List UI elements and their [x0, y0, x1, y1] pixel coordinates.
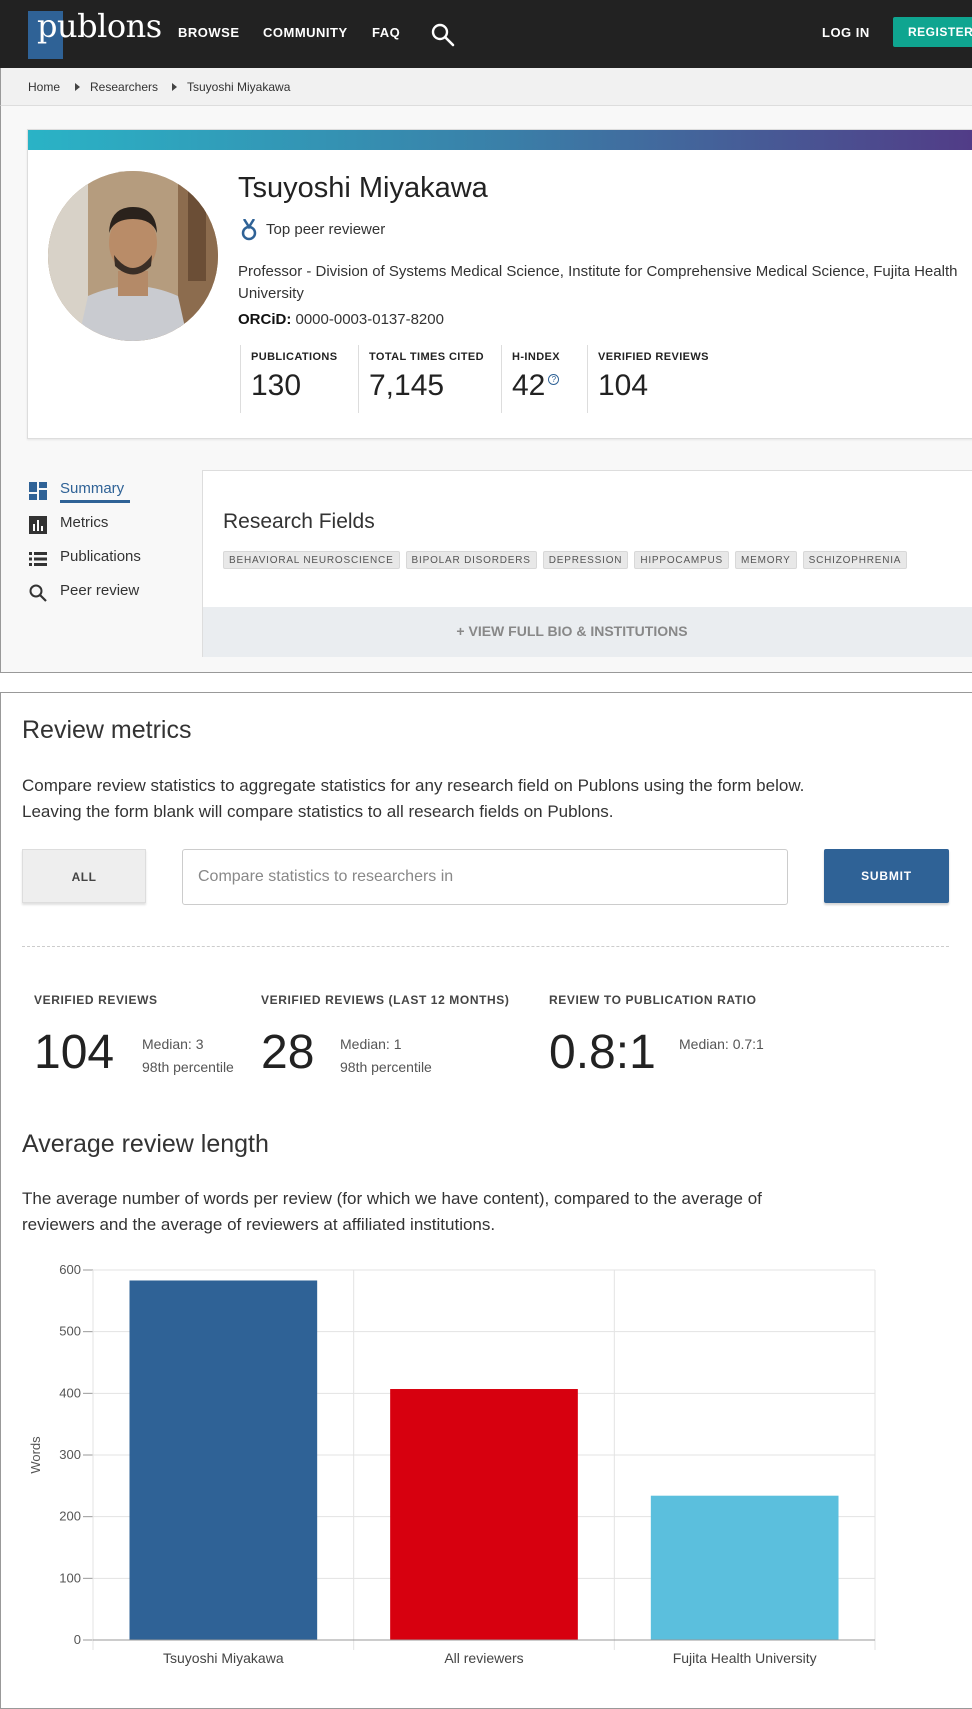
sidenav-label: Metrics — [60, 514, 109, 531]
help-icon[interactable]: ? — [548, 374, 560, 385]
research-field-tag[interactable]: BIPOLAR DISORDERS — [405, 551, 537, 569]
stat-label: PUBLICATIONS — [251, 351, 338, 363]
chart-bar — [390, 1389, 578, 1640]
sidenav-label: Publications — [60, 548, 141, 565]
research-field-tag[interactable]: MEMORY — [735, 551, 797, 569]
metric-value: 104 — [34, 1026, 115, 1079]
nav-faq[interactable]: FAQ — [372, 25, 401, 40]
search-icon — [29, 584, 47, 602]
active-underline — [60, 500, 130, 503]
metric-value: 28 — [261, 1026, 315, 1079]
researcher-name: Tsuyoshi Miyakawa — [238, 172, 488, 204]
login-link[interactable]: LOG IN — [822, 25, 870, 40]
submit-button[interactable]: SUBMIT — [824, 849, 949, 903]
stat-value: 104 — [598, 369, 649, 402]
chart-bar — [650, 1495, 839, 1640]
y-tick-label: 100 — [59, 1570, 81, 1585]
breadcrumb-researchers[interactable]: Researchers — [90, 80, 159, 94]
breadcrumb: Home Researchers Tsuyoshi Miyakawa — [0, 68, 972, 106]
orcid-value[interactable]: 0000-0003-0137-8200 — [295, 311, 444, 328]
stat-label: VERIFIED REVIEWS — [598, 351, 709, 363]
research-fields-title: Research Fields — [223, 510, 375, 533]
metric-percentile: 98th percentile — [142, 1059, 234, 1075]
avg-review-chart: 0 100 200 300 400 500 600 Tsuyoshi Miyakawa All … — [28, 1262, 876, 1666]
x-tick-label: All reviewers — [444, 1650, 523, 1666]
research-field-tag[interactable]: HIPPOCAMPUS — [634, 551, 730, 569]
y-tick-label: 300 — [59, 1447, 81, 1462]
affiliation: Professor - Division of Systems Medical … — [238, 263, 958, 302]
nav-browse[interactable]: BROWSE — [178, 25, 240, 40]
metric-label: VERIFIED REVIEWS — [34, 993, 158, 1007]
profile-card: Tsuyoshi Miyakawa Top peer reviewer Prof… — [27, 129, 972, 439]
register-button[interactable]: REGISTER — [893, 17, 972, 47]
stat-verified-reviews: VERIFIED REVIEWS 104 — [587, 345, 709, 413]
avg-review-title: Average review length — [22, 1130, 269, 1158]
search-icon[interactable] — [430, 22, 456, 48]
research-field-tag[interactable]: DEPRESSION — [542, 551, 629, 569]
review-metrics-description: Compare review statistics to aggregate s… — [22, 776, 805, 821]
view-full-bio-button[interactable]: + VIEW FULL BIO & INSTITUTIONS — [203, 607, 972, 657]
breadcrumb-current: Tsuyoshi Miyakawa — [187, 80, 291, 94]
top-navbar: publons BROWSE COMMUNITY FAQ LOG IN REGI… — [0, 0, 972, 68]
logo-text: publons — [37, 7, 162, 45]
stat-label: TOTAL TIMES CITED — [369, 351, 484, 363]
stat-value: 7,145 — [369, 369, 445, 402]
dashboard-icon — [29, 482, 47, 500]
orcid: ORCiD: 0000-0003-0137-8200 — [238, 311, 444, 328]
logo-box — [28, 11, 63, 59]
divider — [22, 946, 949, 947]
x-tick-label: Fujita Health University — [673, 1650, 817, 1666]
x-tick-label: Tsuyoshi Miyakawa — [163, 1650, 284, 1666]
orcid-label: ORCiD: — [238, 311, 292, 328]
research-fields-panel: Research Fields BEHAVIORAL NEUROSCIENCE … — [202, 470, 972, 657]
chart-bar — [129, 1280, 318, 1640]
avatar-photo — [48, 171, 218, 341]
metric-median: Median: 3 — [142, 1036, 204, 1052]
avatar — [48, 171, 218, 341]
top-reviewer-badge: Top peer reviewer — [240, 218, 385, 241]
list-icon — [29, 552, 47, 566]
chevron-right-icon — [75, 83, 80, 91]
metric-value: 0.8:1 — [549, 1026, 656, 1079]
all-button[interactable]: ALL — [22, 849, 146, 903]
y-tick-label: 400 — [59, 1385, 81, 1400]
stat-h-index: H-INDEX 42? — [501, 345, 560, 413]
metric-median: Median: 0.7:1 — [679, 1036, 764, 1052]
y-tick-label: 600 — [59, 1262, 81, 1277]
nav-community[interactable]: COMMUNITY — [263, 25, 348, 40]
medal-icon — [241, 218, 257, 241]
sidenav-label: Peer review — [60, 582, 140, 599]
compare-field-input[interactable] — [182, 849, 788, 905]
badge-label: Top peer reviewer — [266, 221, 386, 238]
research-field-tag[interactable]: SCHIZOPHRENIA — [802, 551, 908, 569]
stat-value: 42 — [512, 369, 546, 402]
bar-chart-icon — [29, 516, 47, 534]
avg-review-description: The average number of words per review (… — [22, 1189, 762, 1234]
metric-percentile: 98th percentile — [340, 1059, 432, 1075]
chevron-right-icon — [172, 83, 177, 91]
stat-times-cited: TOTAL TIMES CITED 7,145 — [358, 345, 484, 413]
metric-label: VERIFIED REVIEWS (LAST 12 MONTHS) — [261, 993, 510, 1007]
stat-value-wrap: 42? — [512, 369, 560, 403]
sidenav-label: Summary — [60, 480, 125, 497]
stat-publications: PUBLICATIONS 130 — [240, 345, 337, 413]
research-field-tags: BEHAVIORAL NEUROSCIENCE BIPOLAR DISORDER… — [223, 551, 908, 569]
y-axis-label: Words — [28, 1436, 43, 1474]
research-field-tag[interactable]: BEHAVIORAL NEUROSCIENCE — [223, 551, 400, 569]
stat-value: 130 — [251, 369, 302, 402]
metric-median: Median: 1 — [340, 1036, 402, 1052]
y-tick-label: 0 — [74, 1632, 81, 1647]
metric-label: REVIEW TO PUBLICATION RATIO — [549, 993, 757, 1007]
card-header-gradient — [28, 130, 972, 150]
y-tick-label: 500 — [59, 1324, 81, 1339]
review-metrics-title: Review metrics — [22, 716, 192, 744]
stat-label: H-INDEX — [512, 351, 561, 363]
breadcrumb-home[interactable]: Home — [28, 80, 61, 94]
y-tick-label: 200 — [59, 1509, 81, 1524]
